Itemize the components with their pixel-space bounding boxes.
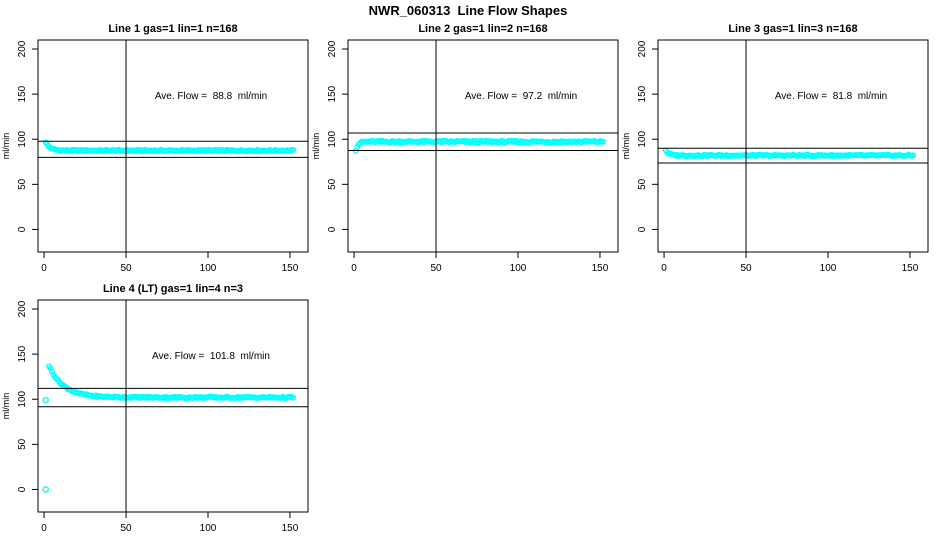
ref-lines bbox=[38, 40, 308, 252]
figure-title: NWR_060313 Line Flow Shapes bbox=[369, 3, 568, 18]
plot-box bbox=[657, 39, 929, 253]
ave-flow-annotation: Ave. Flow = 88.8 ml/min bbox=[155, 91, 267, 102]
y-tick-label: 150 bbox=[17, 85, 28, 102]
data-point bbox=[664, 149, 671, 156]
y-tick-label: 0 bbox=[17, 486, 28, 492]
y-tick-label: 150 bbox=[637, 85, 648, 102]
x-tick-label: 150 bbox=[902, 263, 919, 274]
data-point bbox=[48, 368, 55, 375]
y-axis-label: ml/min bbox=[621, 133, 631, 160]
plot-box bbox=[37, 39, 309, 253]
y-tick-label: 50 bbox=[637, 178, 648, 190]
x-tick-label: 50 bbox=[430, 263, 442, 274]
data-point bbox=[47, 365, 54, 372]
data-points bbox=[662, 147, 917, 160]
y-tick-label: 50 bbox=[327, 178, 338, 190]
y-axis-label: ml/min bbox=[311, 133, 321, 160]
y-axis-label: ml/min bbox=[1, 133, 11, 160]
y-tick-label: 100 bbox=[17, 130, 28, 147]
data-point bbox=[600, 138, 607, 145]
panel-line-4: Line 4 (LT) gas=1 lin=4 n=3 ml/min 0 50 10… bbox=[1, 283, 309, 534]
ref-lines bbox=[658, 40, 928, 252]
y-tick-label: 200 bbox=[17, 300, 28, 317]
ave-flow-annotation: Ave. Flow = 97.2 ml/min bbox=[465, 91, 577, 102]
axis-ticks: 0 50 100 150 0 50 100 150 200 bbox=[637, 40, 919, 274]
x-tick-label: 150 bbox=[282, 523, 299, 534]
x-tick-label: 100 bbox=[200, 263, 217, 274]
axis-ticks: 0 50 100 150 0 50 100 150 200 bbox=[17, 40, 299, 274]
x-tick-label: 150 bbox=[592, 263, 609, 274]
y-tick-label: 50 bbox=[17, 438, 28, 450]
y-tick-label: 0 bbox=[327, 226, 338, 232]
plot-box bbox=[347, 39, 619, 253]
y-tick-label: 100 bbox=[17, 390, 28, 407]
y-tick-label: 0 bbox=[17, 226, 28, 232]
axis-ticks: 0 50 100 150 0 50 100 150 200 bbox=[327, 40, 609, 274]
panel-title: Line 3 gas=1 lin=3 n=168 bbox=[728, 23, 857, 35]
y-tick-label: 150 bbox=[327, 85, 338, 102]
axis-ticks: 0 50 100 150 0 50 100 150 200 bbox=[17, 300, 299, 534]
data-point bbox=[290, 394, 297, 401]
x-tick-label: 0 bbox=[351, 263, 357, 274]
x-tick-label: 0 bbox=[41, 263, 47, 274]
panel-title: Line 2 gas=1 lin=2 n=168 bbox=[418, 23, 547, 35]
x-tick-label: 100 bbox=[200, 523, 217, 534]
data-points bbox=[42, 363, 297, 493]
outlier-point bbox=[42, 396, 50, 404]
ave-flow-annotation: Ave. Flow = 81.8 ml/min bbox=[775, 91, 887, 102]
ave-flow-annotation: Ave. Flow = 101.8 ml/min bbox=[152, 351, 270, 362]
data-point bbox=[290, 146, 297, 153]
x-tick-label: 50 bbox=[740, 263, 752, 274]
ref-lines bbox=[38, 300, 308, 512]
x-tick-label: 100 bbox=[510, 263, 527, 274]
data-point bbox=[910, 152, 917, 159]
panel-line-2: Line 2 gas=1 lin=2 n=168 ml/min 0 50 100 15… bbox=[311, 23, 619, 274]
panel-title: Line 1 gas=1 lin=1 n=168 bbox=[108, 23, 237, 35]
ref-lines bbox=[348, 40, 618, 252]
y-axis-label: ml/min bbox=[1, 393, 11, 420]
data-points bbox=[352, 137, 607, 154]
x-tick-label: 100 bbox=[820, 263, 837, 274]
x-tick-label: 50 bbox=[120, 523, 132, 534]
outlier-point bbox=[42, 486, 50, 493]
plot-box bbox=[37, 299, 309, 513]
x-tick-label: 0 bbox=[41, 523, 47, 534]
y-tick-label: 50 bbox=[17, 178, 28, 190]
y-tick-label: 150 bbox=[17, 345, 28, 362]
panel-title: Line 4 (LT) gas=1 lin=4 n=3 bbox=[103, 283, 243, 295]
x-tick-label: 150 bbox=[282, 263, 299, 274]
x-tick-label: 50 bbox=[120, 263, 132, 274]
panel-line-1: Line 1 gas=1 lin=1 n=168 ml/min 0 50 100 15… bbox=[1, 23, 309, 274]
panel-line-3: Line 3 gas=1 lin=3 n=168 ml/min 0 50 100 15… bbox=[621, 23, 929, 274]
y-tick-label: 200 bbox=[327, 40, 338, 57]
y-tick-label: 200 bbox=[17, 40, 28, 57]
y-tick-label: 100 bbox=[637, 130, 648, 147]
x-tick-label: 0 bbox=[661, 263, 667, 274]
y-tick-label: 100 bbox=[327, 130, 338, 147]
y-tick-label: 200 bbox=[637, 40, 648, 57]
y-tick-label: 0 bbox=[637, 226, 648, 232]
data-points bbox=[42, 139, 297, 155]
